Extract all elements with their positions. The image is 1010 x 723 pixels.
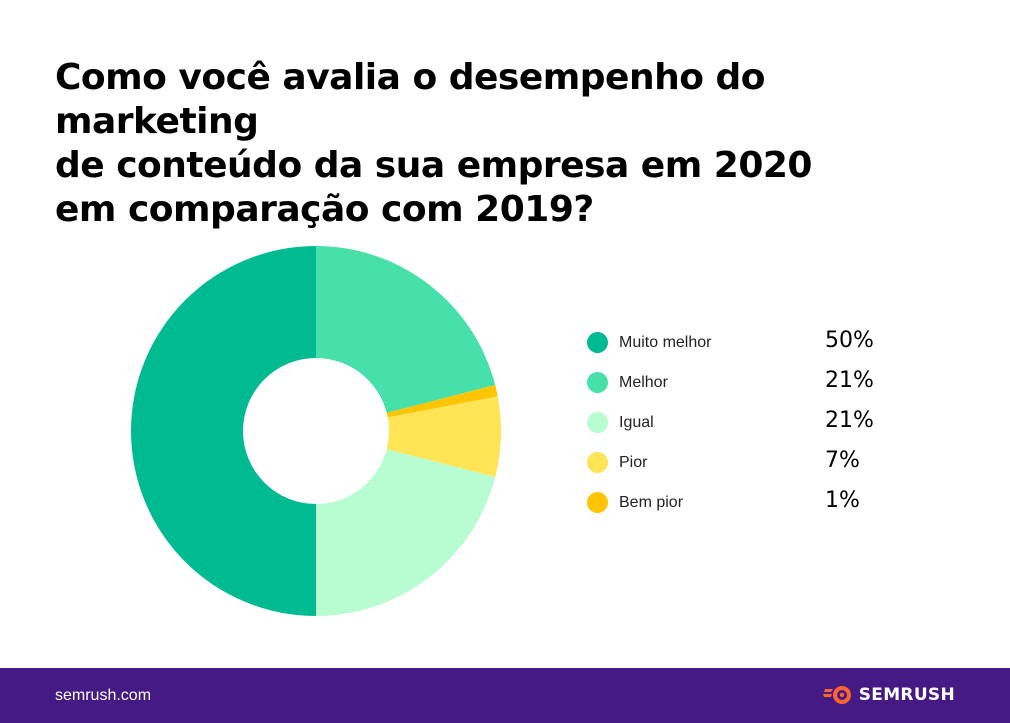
donut-chart <box>131 246 501 616</box>
legend-label-bem-pior: Bem pior <box>619 494 684 511</box>
footer-url[interactable]: semrush.com <box>55 687 152 704</box>
semrush-logo: SEMRUSH <box>822 684 955 706</box>
legend-swatch-muito-melhor <box>587 332 608 353</box>
legend-value-bem-pior: 1% <box>825 488 860 513</box>
legend-item-melhor: Melhor 21% <box>587 362 907 402</box>
legend-label-pior: Pior <box>619 454 648 471</box>
footer-bar: semrush.com SEMRUSH <box>0 668 1010 723</box>
legend-item-pior: Pior 7% <box>587 442 907 482</box>
slice-melhor <box>316 246 496 413</box>
title-line-2: de conteúdo da sua empresa em 2020 <box>55 145 812 186</box>
legend-item-bem-pior: Bem pior 1% <box>587 482 907 522</box>
legend-swatch-pior <box>587 452 608 473</box>
legend-label-igual: Igual <box>619 414 654 431</box>
legend-label-muito-melhor: Muito melhor <box>619 334 712 351</box>
slice-bem-pior <box>386 384 498 418</box>
legend-value-igual: 21% <box>825 408 874 433</box>
slice-muito-melhor <box>131 246 316 616</box>
legend-swatch-bem-pior <box>587 492 608 513</box>
chart-title: Como você avalia o desempenho do marketi… <box>55 56 975 232</box>
slice-igual <box>316 449 496 616</box>
title-line-1: Como você avalia o desempenho do marketi… <box>55 57 766 142</box>
semrush-fireball-icon <box>822 686 851 704</box>
legend-item-igual: Igual 21% <box>587 402 907 442</box>
legend-value-melhor: 21% <box>825 368 874 393</box>
legend-value-pior: 7% <box>825 448 860 473</box>
brand-name: SEMRUSH <box>858 685 955 705</box>
slice-pior <box>386 396 501 478</box>
legend-swatch-igual <box>587 412 608 433</box>
legend-label-melhor: Melhor <box>619 374 668 391</box>
legend-item-muito-melhor: Muito melhor 50% <box>587 322 907 362</box>
chart-legend: Muito melhor 50% Melhor 21% Igual 21% Pi… <box>587 322 907 522</box>
title-line-3: em comparação com 2019? <box>55 189 594 230</box>
legend-value-muito-melhor: 50% <box>825 328 874 353</box>
legend-swatch-melhor <box>587 372 608 393</box>
